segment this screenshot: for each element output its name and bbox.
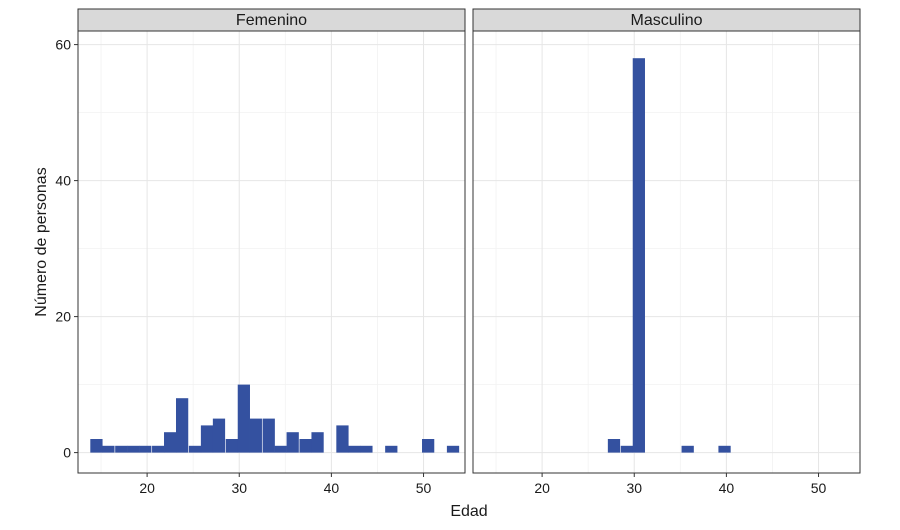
histogram-bar <box>188 445 202 453</box>
y-tick-label: 0 <box>63 445 71 461</box>
histogram-bar <box>348 445 361 453</box>
histogram-bar <box>446 445 460 453</box>
histogram-bar <box>90 439 103 453</box>
histogram-bar <box>200 425 214 453</box>
histogram-bar <box>175 398 189 453</box>
panel-femenino: Femenino 20 30 40 50 0 20 40 60 <box>55 8 466 496</box>
histogram-bar <box>607 439 621 453</box>
histogram-bar <box>385 445 398 453</box>
histogram-bar <box>286 432 299 453</box>
histogram-bar <box>212 418 226 453</box>
facet-strip-label: Masculino <box>630 12 702 29</box>
histogram-bar <box>237 384 250 453</box>
histogram-bar <box>422 439 435 453</box>
histogram-bar <box>299 439 312 453</box>
panel-background <box>78 31 465 473</box>
histogram-bar <box>360 445 373 453</box>
histogram-bar <box>139 445 152 453</box>
histogram-bar <box>274 445 287 453</box>
histogram-bar <box>164 432 177 453</box>
panel-background <box>473 31 860 473</box>
facet-strip-label: Femenino <box>236 12 307 29</box>
panel-masculino: Masculino 20 30 40 50 <box>472 8 861 496</box>
histogram-bar <box>718 445 731 453</box>
y-axis-title: Número de personas <box>33 167 50 316</box>
facet-strip <box>77 8 466 32</box>
y-tick-label: 20 <box>55 309 71 325</box>
x-axis-title: Edad <box>450 503 487 520</box>
histogram-bar <box>225 439 239 453</box>
x-tick-label: 20 <box>534 480 550 496</box>
x-tick-label: 40 <box>719 480 735 496</box>
histogram-bar <box>249 418 262 453</box>
y-tick-label: 60 <box>55 37 71 53</box>
x-tick-label: 40 <box>324 480 340 496</box>
y-tick-label: 40 <box>55 173 71 189</box>
histogram-bar <box>681 445 694 453</box>
histogram-bar <box>311 432 324 453</box>
x-tick-label: 50 <box>811 480 827 496</box>
histogram-bar <box>102 445 115 453</box>
histogram-bar <box>115 445 128 453</box>
x-tick-label: 30 <box>231 480 247 496</box>
histogram-bar <box>620 445 634 453</box>
histogram-bar <box>336 425 349 453</box>
x-tick-label: 30 <box>626 480 642 496</box>
histogram-bar <box>632 58 645 453</box>
histogram-bar <box>262 418 275 453</box>
x-tick-label: 20 <box>139 480 155 496</box>
histogram-bar <box>152 445 165 453</box>
x-tick-label: 50 <box>416 480 432 496</box>
facet-strip <box>472 8 861 32</box>
histogram-bar <box>127 445 140 453</box>
